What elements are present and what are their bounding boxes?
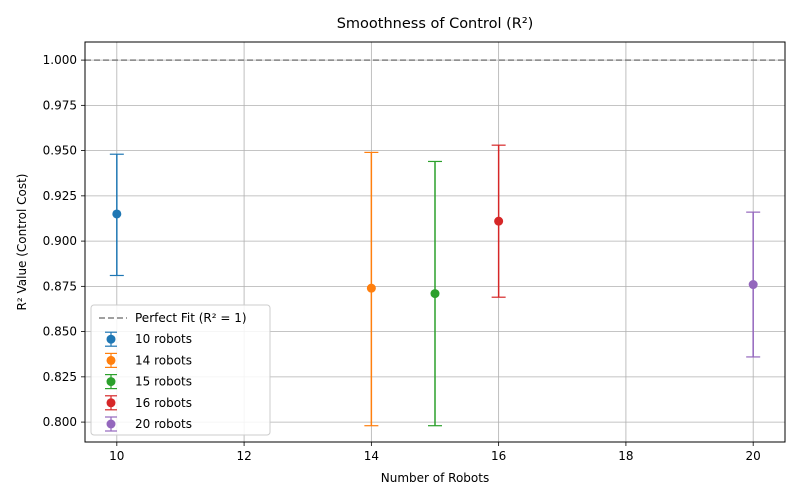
legend-swatch xyxy=(105,352,117,368)
legend-swatch xyxy=(105,374,117,390)
y-tick-label: 0.900 xyxy=(43,234,77,248)
x-tick-label: 16 xyxy=(491,449,506,463)
y-tick-label: 0.875 xyxy=(43,279,77,293)
series-20-robots xyxy=(746,211,761,358)
data-point xyxy=(430,289,440,299)
data-point xyxy=(494,216,504,226)
legend-label: 20 robots xyxy=(135,417,192,431)
legend-label: 10 robots xyxy=(135,332,192,346)
legend-swatch-marker xyxy=(106,355,116,365)
legend-swatch-marker xyxy=(106,398,116,408)
x-tick-label: 10 xyxy=(109,449,124,463)
tick-layer: 10 12 14 16 18 20 0.800 0.825 0.850 0.875 0.900 0.9… xyxy=(43,53,761,463)
y-tick-label: 0.850 xyxy=(43,325,77,339)
y-tick-label: 0.975 xyxy=(43,98,77,112)
y-tick-label: 1.000 xyxy=(43,53,77,67)
legend-label-reference: Perfect Fit (R² = 1) xyxy=(135,311,247,325)
series-16-robots xyxy=(491,144,506,298)
series-10-robots xyxy=(109,153,124,277)
x-axis-label: Number of Robots xyxy=(381,471,489,485)
y-tick-label: 0.825 xyxy=(43,370,77,384)
series-14-robots xyxy=(364,151,379,427)
legend-swatch-marker xyxy=(106,377,116,387)
legend-label: 16 robots xyxy=(135,396,192,410)
x-tick-label: 14 xyxy=(364,449,379,463)
legend-swatch-marker xyxy=(106,419,116,429)
series-layer xyxy=(109,144,761,427)
data-point xyxy=(112,209,122,219)
y-tick-label: 0.800 xyxy=(43,415,77,429)
data-point xyxy=(748,280,758,290)
x-tick-label: 20 xyxy=(746,449,761,463)
series-15-robots xyxy=(428,160,442,427)
y-axis-label: R² Value (Control Cost) xyxy=(15,174,29,311)
legend-swatch-marker xyxy=(106,334,116,344)
x-tick-label: 18 xyxy=(618,449,633,463)
data-point xyxy=(366,283,376,293)
y-tick-label: 0.925 xyxy=(43,189,77,203)
legend-label: 15 robots xyxy=(135,375,192,389)
legend-box xyxy=(90,304,271,436)
legend-swatch xyxy=(105,331,117,347)
legend-swatch xyxy=(105,395,117,411)
chart-title: Smoothness of Control (R²) xyxy=(337,16,534,32)
legend-swatch xyxy=(105,416,117,432)
legend-label: 14 robots xyxy=(135,353,192,367)
x-tick-label: 12 xyxy=(236,449,251,463)
legend: Perfect Fit (R² = 1) 10 robots 14 robots 15… xyxy=(90,304,271,436)
plot-frame xyxy=(84,41,786,443)
y-tick-label: 0.950 xyxy=(43,144,77,158)
